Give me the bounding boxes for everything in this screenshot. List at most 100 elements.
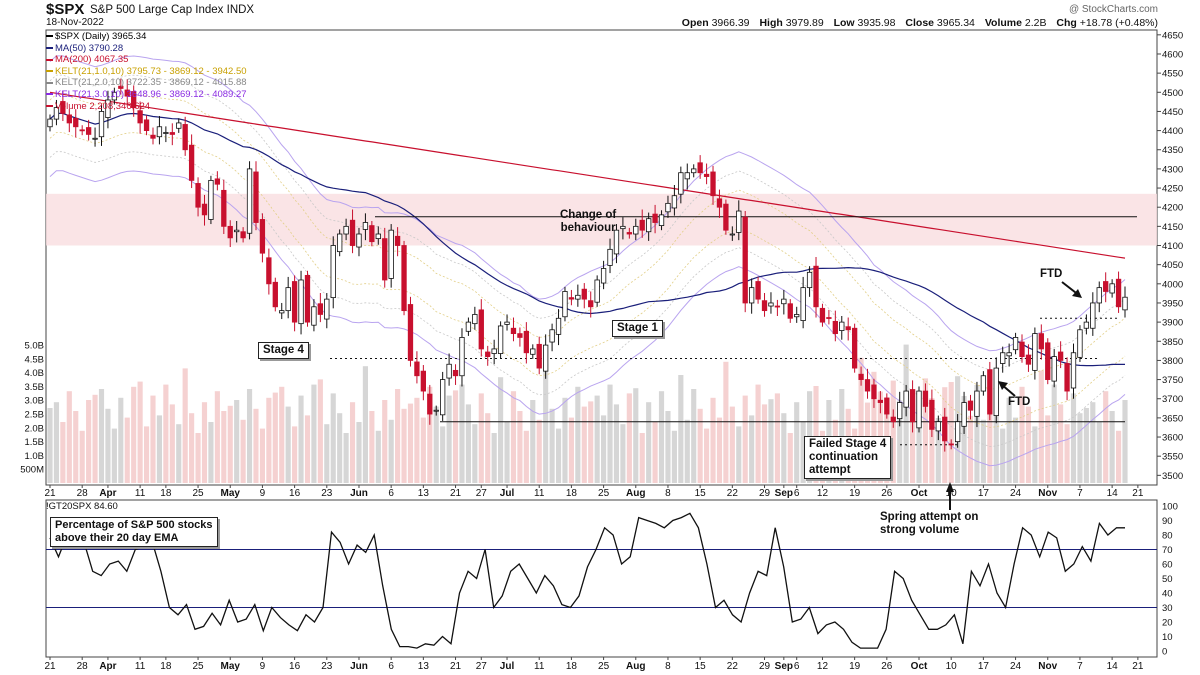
candle-body bbox=[92, 137, 98, 140]
indicator-legend: !GT20SPX 84.60 bbox=[46, 501, 118, 512]
candle-body bbox=[929, 399, 935, 430]
volume-bar bbox=[961, 396, 967, 483]
volume-bar bbox=[1083, 408, 1089, 483]
exchange: INDX bbox=[226, 4, 255, 16]
legend-text: Volume 2,208,346,624 bbox=[55, 100, 151, 112]
candle-body bbox=[761, 300, 768, 312]
volume-bar bbox=[1045, 415, 1051, 483]
x-tick-label-bottom: 6 bbox=[794, 661, 800, 672]
volume-bar bbox=[948, 382, 954, 483]
volume-bar bbox=[601, 415, 607, 483]
volume-bar bbox=[227, 405, 233, 483]
x-tick-label-top: Jun bbox=[350, 488, 368, 499]
volume-label: Volume bbox=[984, 17, 1022, 29]
volume-bar bbox=[1109, 411, 1115, 483]
volume-bar bbox=[137, 381, 143, 483]
candle-body bbox=[105, 99, 111, 118]
candle-body bbox=[452, 369, 459, 377]
volume-bar bbox=[382, 400, 388, 483]
volume-bar bbox=[208, 422, 214, 483]
volume-bar bbox=[1019, 386, 1025, 483]
x-tick-label-top: 25 bbox=[192, 488, 204, 499]
volume-bar bbox=[131, 386, 137, 483]
volume-bar bbox=[510, 391, 517, 483]
volume-bar bbox=[974, 385, 980, 483]
x-tick-label-top: May bbox=[221, 488, 241, 499]
x-tick-label-top: Aug bbox=[626, 488, 645, 499]
x-tick-label-bottom: 11 bbox=[135, 661, 146, 672]
candle-body bbox=[246, 168, 253, 234]
price-tick-label: 3700 bbox=[1162, 394, 1183, 405]
volume-bar bbox=[298, 395, 304, 483]
price-tick-label: 4650 bbox=[1162, 30, 1183, 41]
volume-bar bbox=[536, 419, 542, 483]
x-tick-label-top: 14 bbox=[1107, 488, 1119, 499]
volume-bar bbox=[1096, 422, 1102, 483]
volume-bar bbox=[691, 389, 697, 483]
legend-text: KELT(21,1.0,10) 3795.73 - 3869.12 - 3942… bbox=[55, 65, 247, 77]
indicator-tick-label: 10 bbox=[1162, 632, 1173, 643]
price-panel-frame bbox=[45, 29, 1158, 486]
volume-bar bbox=[246, 389, 253, 483]
volume-bar bbox=[169, 404, 175, 483]
candle-body bbox=[375, 233, 381, 240]
volume-tick-label: 3.5B bbox=[24, 382, 44, 393]
volume-bar bbox=[749, 415, 755, 483]
volume-bar bbox=[658, 391, 665, 483]
candle-body bbox=[169, 132, 175, 135]
annotation-ftd-1: FTD bbox=[1040, 268, 1063, 280]
volume-bar bbox=[79, 430, 85, 483]
candle-body bbox=[897, 402, 903, 420]
x-tick-label-top: 21 bbox=[44, 488, 56, 499]
candle-body bbox=[143, 119, 150, 131]
candle-body bbox=[118, 85, 124, 89]
candle-body bbox=[1012, 337, 1019, 351]
x-tick-label-bottom: 11 bbox=[534, 661, 545, 672]
volume-bar bbox=[330, 393, 336, 483]
volume-bar bbox=[929, 398, 935, 483]
volume-bar bbox=[253, 408, 259, 483]
volume-bar bbox=[594, 395, 600, 483]
volume-bar bbox=[73, 411, 79, 483]
volume-bar bbox=[221, 411, 227, 483]
candle-body bbox=[85, 127, 92, 135]
candle-body bbox=[1025, 354, 1032, 365]
price-tick-label: 3850 bbox=[1162, 337, 1183, 348]
volume-bar bbox=[240, 419, 246, 483]
price-tick-label: 3800 bbox=[1162, 356, 1183, 367]
ma200-line bbox=[49, 91, 1126, 259]
price-tick-label: 4450 bbox=[1162, 107, 1183, 118]
candle-body bbox=[382, 238, 388, 281]
candle-body bbox=[111, 91, 118, 101]
x-tick-label-bottom: 13 bbox=[418, 661, 430, 672]
candle-body bbox=[942, 416, 948, 442]
candle-body bbox=[523, 330, 530, 354]
annotation-failed-stage4: Failed Stage 4 continuation attempt bbox=[804, 436, 892, 479]
x-tick-label-bottom: 8 bbox=[665, 661, 671, 672]
candle-body bbox=[800, 287, 806, 321]
volume-bar bbox=[465, 404, 471, 483]
volume-bar bbox=[626, 393, 632, 483]
x-tick-label-top: Nov bbox=[1038, 488, 1057, 499]
volume-bar bbox=[163, 384, 169, 483]
volume-bar bbox=[279, 386, 285, 483]
volume-value: 2.2B bbox=[1024, 17, 1047, 29]
x-tick-label-bottom: 17 bbox=[978, 661, 990, 672]
candle-body bbox=[755, 281, 761, 300]
annotation-change-of-behaviour: Change of behaviour bbox=[560, 209, 617, 234]
x-tick-label-top: Oct bbox=[911, 488, 928, 499]
candle-body bbox=[948, 443, 954, 446]
x-tick-label-top: 10 bbox=[946, 488, 958, 499]
candle-body bbox=[240, 231, 246, 239]
candle-body bbox=[678, 172, 684, 195]
volume-bar bbox=[446, 395, 452, 483]
volume-bar bbox=[543, 364, 549, 483]
candle-body bbox=[472, 314, 478, 325]
indicator-legend-text: !GT20SPX 84.60 bbox=[46, 501, 118, 512]
volume-bar bbox=[156, 415, 163, 483]
volume-bar bbox=[1000, 428, 1006, 483]
candle-body bbox=[684, 172, 690, 180]
x-tick-label-bottom: Oct bbox=[911, 661, 928, 672]
symbol-ticker: $SPX bbox=[46, 1, 85, 18]
arrow-spring-head bbox=[946, 482, 954, 492]
